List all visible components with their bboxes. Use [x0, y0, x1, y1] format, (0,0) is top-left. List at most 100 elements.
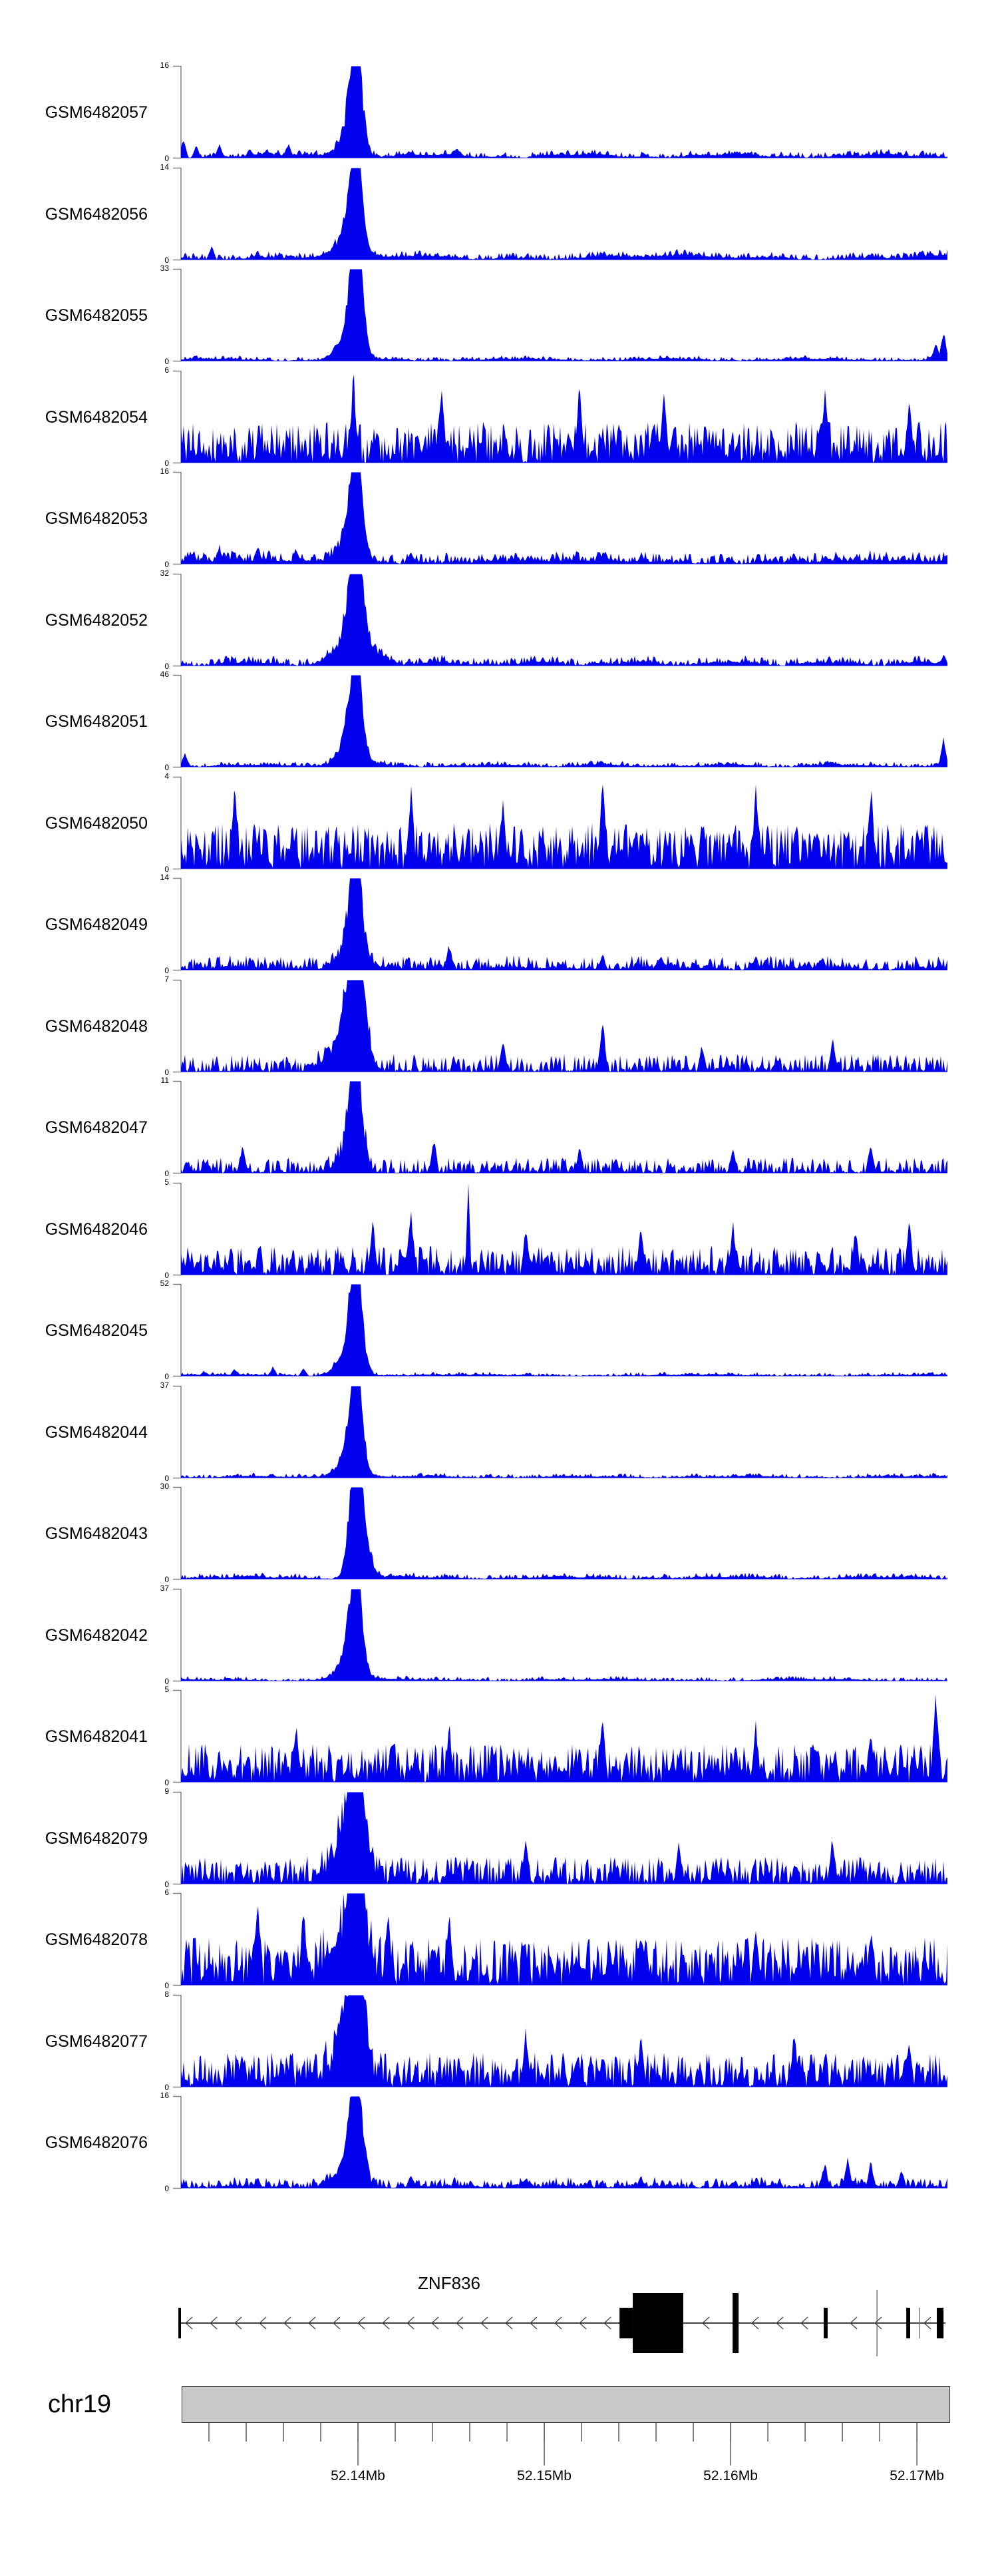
sample-label: GSM6482043: [45, 1524, 148, 1543]
zero-label: 0: [164, 154, 169, 163]
zero-label: 0: [164, 1981, 169, 1990]
signal-path-track-7: [173, 674, 947, 768]
signal-path-track-16: [173, 1588, 947, 1682]
signal-path-track-8: [173, 776, 947, 870]
zero-label: 0: [164, 2184, 169, 2193]
zero-label: 0: [164, 1474, 169, 1483]
sample-label: GSM6482077: [45, 2032, 148, 2051]
ymax-label: 5: [164, 1178, 169, 1187]
strand-arrow-icon: [505, 2316, 513, 2330]
ymax-label: 9: [164, 1787, 169, 1796]
exon-box: [178, 2308, 181, 2338]
axis-tick-label: 52.17Mb: [890, 2468, 944, 2483]
ymax-label: 4: [164, 771, 169, 781]
zero-label: 0: [164, 763, 169, 772]
zero-label: 0: [164, 865, 169, 874]
sample-label: GSM6482042: [45, 1625, 148, 1645]
sample-label: GSM6482054: [45, 407, 148, 427]
ymax-label: 6: [164, 365, 169, 375]
strand-arrow-icon: [210, 2316, 218, 2330]
ymax-label: 33: [160, 264, 169, 273]
zero-label: 0: [164, 1068, 169, 1077]
signal-path-track-14: [173, 1385, 947, 1479]
ymax-label: 32: [160, 568, 169, 578]
zero-label: 0: [164, 966, 169, 975]
strand-arrow-icon: [185, 2316, 193, 2330]
strand-arrow-icon: [333, 2316, 341, 2330]
axis-ticks-drawing: [208, 2423, 917, 2466]
gene-model-drawing: [178, 2290, 946, 2356]
ymax-label: 16: [160, 467, 169, 476]
sample-label: GSM6482052: [45, 610, 148, 630]
strand-arrow-icon: [800, 2316, 808, 2330]
zero-label: 0: [164, 560, 169, 569]
strand-arrow-icon: [603, 2316, 611, 2330]
sample-label: GSM6482057: [45, 103, 148, 122]
sample-label: GSM6482049: [45, 915, 148, 934]
zero-label: 0: [164, 1271, 169, 1280]
ymax-label: 11: [160, 1076, 169, 1085]
ymax-label: 8: [164, 1990, 169, 1999]
ymax-label: 46: [160, 670, 169, 679]
sample-label: GSM6482076: [45, 2133, 148, 2152]
strand-arrow-icon: [751, 2316, 759, 2330]
zero-label: 0: [164, 1778, 169, 1787]
sample-label: GSM6482079: [45, 1828, 148, 1848]
sample-label: GSM6482053: [45, 509, 148, 528]
chromosome-ideogram-bar: [182, 2386, 950, 2423]
zero-label: 0: [164, 357, 169, 366]
strand-arrow-icon: [554, 2316, 562, 2330]
ymax-label: 30: [160, 1482, 169, 1491]
zero-label: 0: [164, 2083, 169, 2092]
ymax-label: 14: [160, 873, 169, 882]
exon-box: [937, 2308, 944, 2338]
sample-label: GSM6482045: [45, 1321, 148, 1340]
ymax-label: 16: [160, 2091, 169, 2100]
strand-arrow-icon: [382, 2316, 390, 2330]
strand-arrow-icon: [702, 2316, 710, 2330]
sample-label: GSM6482050: [45, 813, 148, 833]
signal-path-track-18: [173, 1791, 947, 1885]
strand-arrow-icon: [874, 2316, 882, 2330]
exon-box: [824, 2308, 828, 2338]
ymax-label: 14: [160, 162, 169, 172]
signal-path-track-3: [173, 268, 947, 362]
exon-box: [733, 2293, 739, 2353]
strand-arrow-icon: [923, 2316, 931, 2330]
strand-arrow-icon: [579, 2316, 587, 2330]
ymax-label: 16: [160, 61, 169, 70]
strand-arrow-icon: [234, 2316, 242, 2330]
gene-name-label: ZNF836: [418, 2273, 480, 2293]
strand-arrow-icon: [357, 2316, 365, 2330]
signal-path-track-21: [173, 2095, 947, 2189]
signal-path-track-13: [173, 1283, 947, 1377]
ymax-label: 6: [164, 1888, 169, 1897]
sample-label: GSM6482047: [45, 1118, 148, 1137]
sample-label: GSM6482041: [45, 1727, 148, 1746]
sample-label: GSM6482051: [45, 712, 148, 731]
strand-arrow-icon: [850, 2316, 858, 2330]
ymax-label: 52: [160, 1279, 169, 1288]
signal-path-track-2: [173, 167, 947, 261]
signal-path-track-20: [173, 1994, 947, 2088]
strand-arrow-icon: [456, 2316, 464, 2330]
ymax-label: 5: [164, 1685, 169, 1694]
zero-label: 0: [164, 1169, 169, 1178]
zero-label: 0: [164, 662, 169, 671]
sample-label: GSM6482044: [45, 1422, 148, 1442]
exon-box: [633, 2293, 683, 2353]
chromosome-label: chr19: [48, 2390, 112, 2418]
signal-path-track-10: [173, 979, 947, 1073]
sample-label: GSM6482056: [45, 204, 148, 224]
strand-arrow-icon: [407, 2316, 415, 2330]
strand-arrow-icon: [259, 2316, 267, 2330]
sample-label: GSM6482046: [45, 1219, 148, 1239]
axis-tick-label: 52.14Mb: [331, 2468, 385, 2483]
strand-arrow-icon: [283, 2316, 291, 2330]
signal-path-track-6: [173, 573, 947, 667]
zero-label: 0: [164, 459, 169, 468]
signal-path-track-17: [173, 1689, 947, 1783]
axis-tick-label: 52.16Mb: [703, 2468, 758, 2483]
signal-path-track-19: [173, 1892, 947, 1986]
